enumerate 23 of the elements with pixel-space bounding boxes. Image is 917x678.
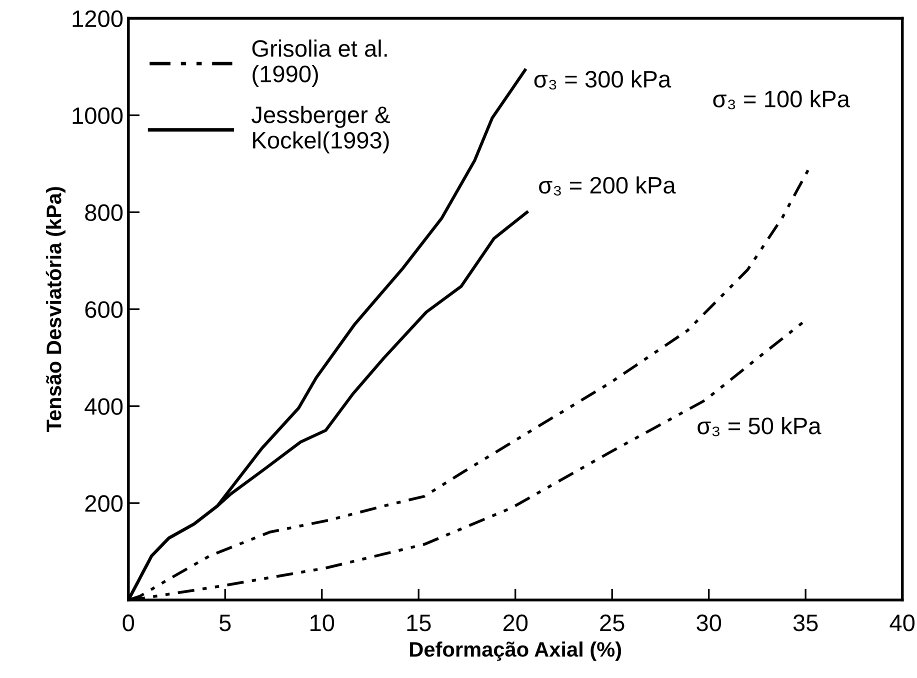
x-tick-label: 15 — [407, 614, 431, 632]
x-tick-label: 30 — [696, 614, 722, 632]
x-tick-label: 20 — [503, 614, 528, 632]
y-tick-label: 1000 — [72, 107, 123, 124]
x-tick-label: 0 — [122, 614, 134, 632]
annotation: σ₃ = 50 kPa — [698, 416, 822, 436]
x-tick-label: 10 — [310, 614, 334, 632]
annotation: σ₃ = 300 kPa — [534, 70, 672, 90]
y-tick-label: 200 — [85, 495, 123, 512]
x-tick-label: 5 — [220, 614, 231, 632]
y-axis-title: Tensão Desviatória (kPa) — [46, 187, 66, 432]
y-tick-label: 600 — [85, 301, 123, 318]
y-tick-label: 1200 — [72, 10, 123, 28]
x-axis-title: Deformação Axial (%) — [410, 641, 622, 661]
annotation: σ₃ = 200 kPa — [539, 176, 676, 196]
legend-label: Grisolia et al. (1990) — [252, 40, 387, 87]
annotation: σ₃ = 100 kPa — [713, 90, 850, 110]
legend-label: Jessberger & Kockel(1993) — [252, 106, 390, 154]
y-tick-label: 400 — [84, 398, 123, 415]
x-tick-label: 35 — [793, 614, 818, 632]
x-tick-label: 25 — [600, 614, 624, 632]
y-tick-label: 800 — [85, 204, 123, 221]
x-tick-label: 40 — [890, 614, 915, 632]
